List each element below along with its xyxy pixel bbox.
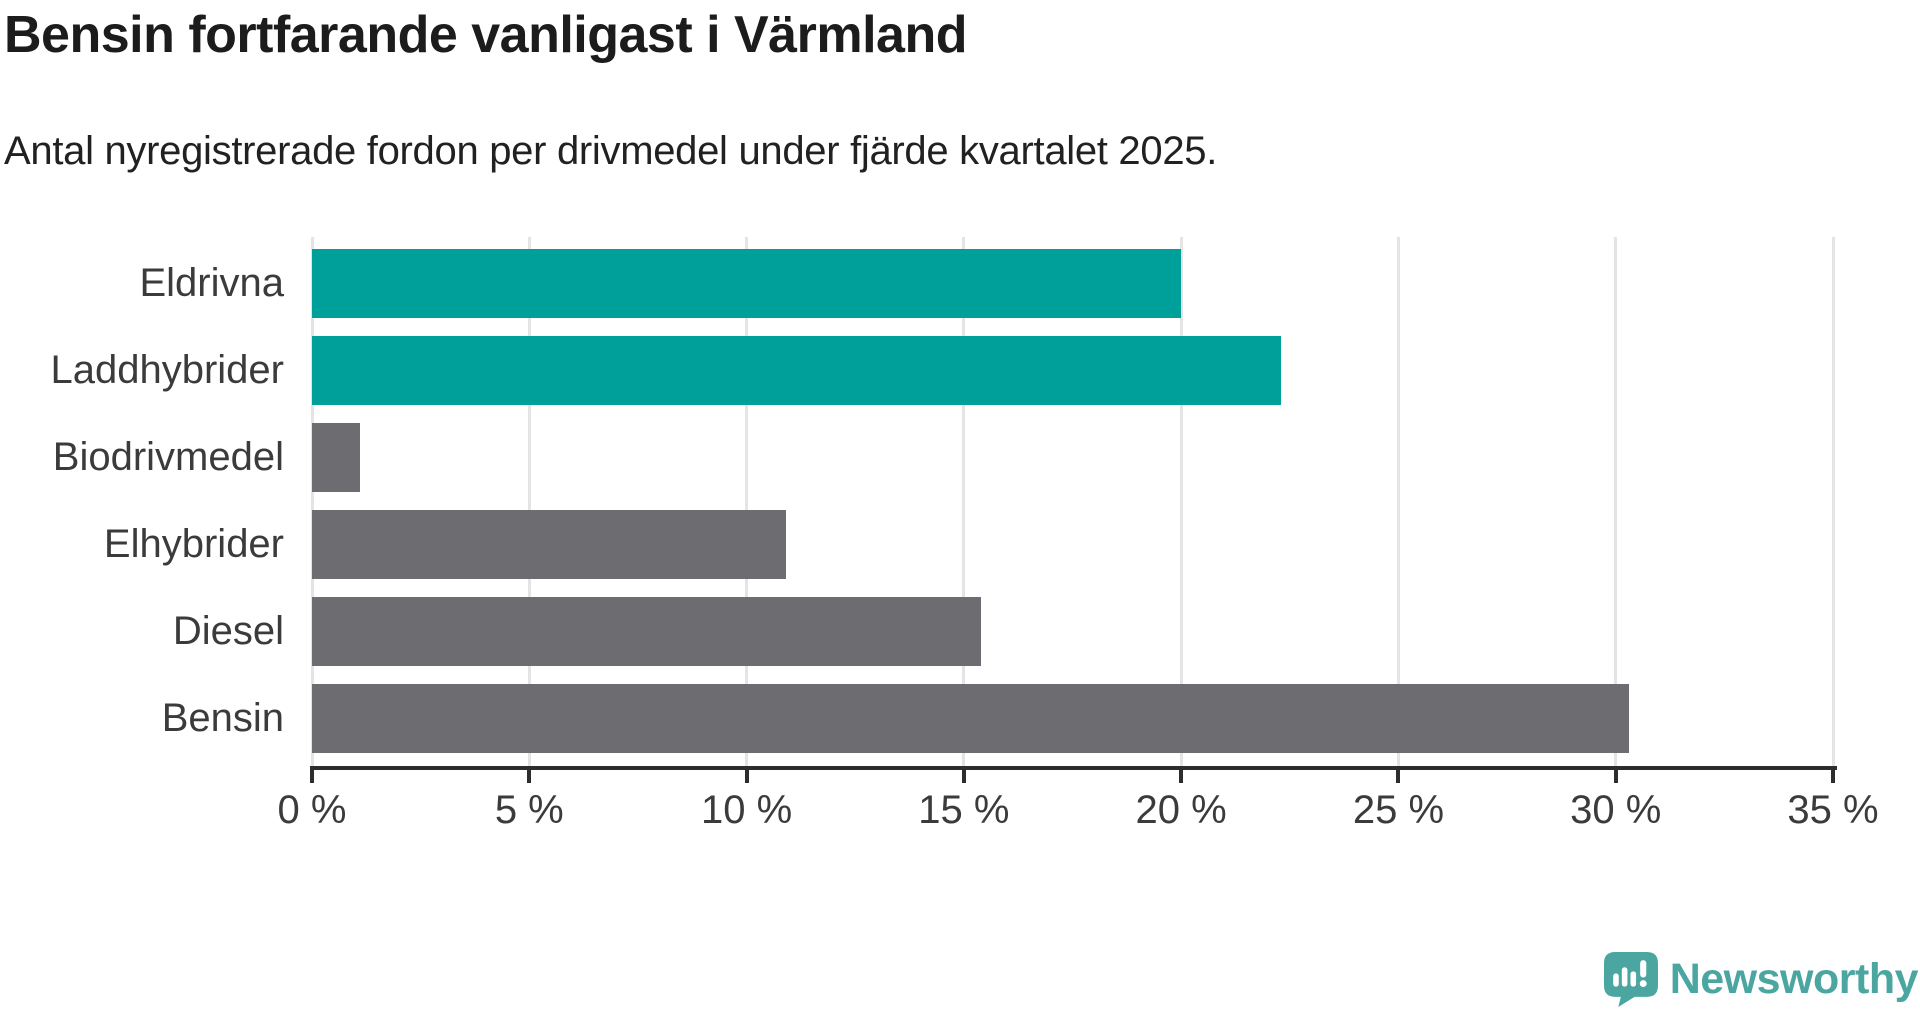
x-tick-mark: [1613, 770, 1618, 783]
newsworthy-logo-text: Newsworthy: [1669, 955, 1919, 1003]
x-gridline: [1396, 237, 1400, 766]
category-label: Bensin: [161, 696, 284, 740]
x-gridline: [1179, 237, 1183, 766]
category-label: Eldrivna: [139, 261, 284, 305]
bar-diesel: [312, 597, 982, 666]
x-tick-label: 15 %: [918, 788, 1010, 832]
x-tick-label: 20 %: [1135, 788, 1227, 832]
x-tick-mark: [744, 770, 749, 783]
x-gridline: [310, 237, 314, 766]
x-tick-label: 0 %: [277, 788, 347, 832]
x-tick-mark: [1396, 770, 1401, 783]
x-tick-label: 5 %: [494, 788, 564, 832]
x-tick-mark: [310, 770, 314, 783]
x-axis-line: [310, 766, 1837, 770]
newsworthy-logo: Newsworthy: [1603, 952, 1919, 1007]
bar-biodrivmedel: [312, 423, 360, 492]
x-tick-mark: [1179, 770, 1184, 783]
x-gridline: [745, 237, 749, 766]
x-tick-label: 10 %: [700, 788, 793, 832]
newsworthy-logo-icon: [1603, 952, 1658, 1007]
bar-bensin: [312, 684, 1629, 753]
x-gridline: [1831, 237, 1835, 766]
x-gridline: [962, 237, 966, 766]
x-tick-mark: [961, 770, 966, 783]
category-label: Elhybrider: [103, 522, 284, 566]
x-tick-label: 35 %: [1787, 788, 1879, 832]
category-label: Laddhybrider: [50, 348, 285, 392]
x-gridline: [1614, 237, 1618, 766]
bar-laddhybrider: [312, 336, 1282, 405]
x-tick-label: 25 %: [1352, 788, 1445, 832]
x-tick-label: 30 %: [1570, 788, 1662, 832]
x-tick-mark: [1831, 770, 1835, 783]
category-label: Biodrivmedel: [52, 435, 284, 479]
bar-elhybrider: [312, 510, 786, 579]
category-label: Diesel: [172, 609, 284, 653]
x-gridline: [527, 237, 531, 766]
chart-subtitle: Antal nyregistrerade fordon per drivmede…: [4, 129, 1218, 173]
chart-title: Bensin fortfarande vanligast i Värmland: [4, 6, 967, 64]
x-tick-mark: [527, 770, 532, 783]
bar-eldrivna: [312, 249, 1182, 318]
